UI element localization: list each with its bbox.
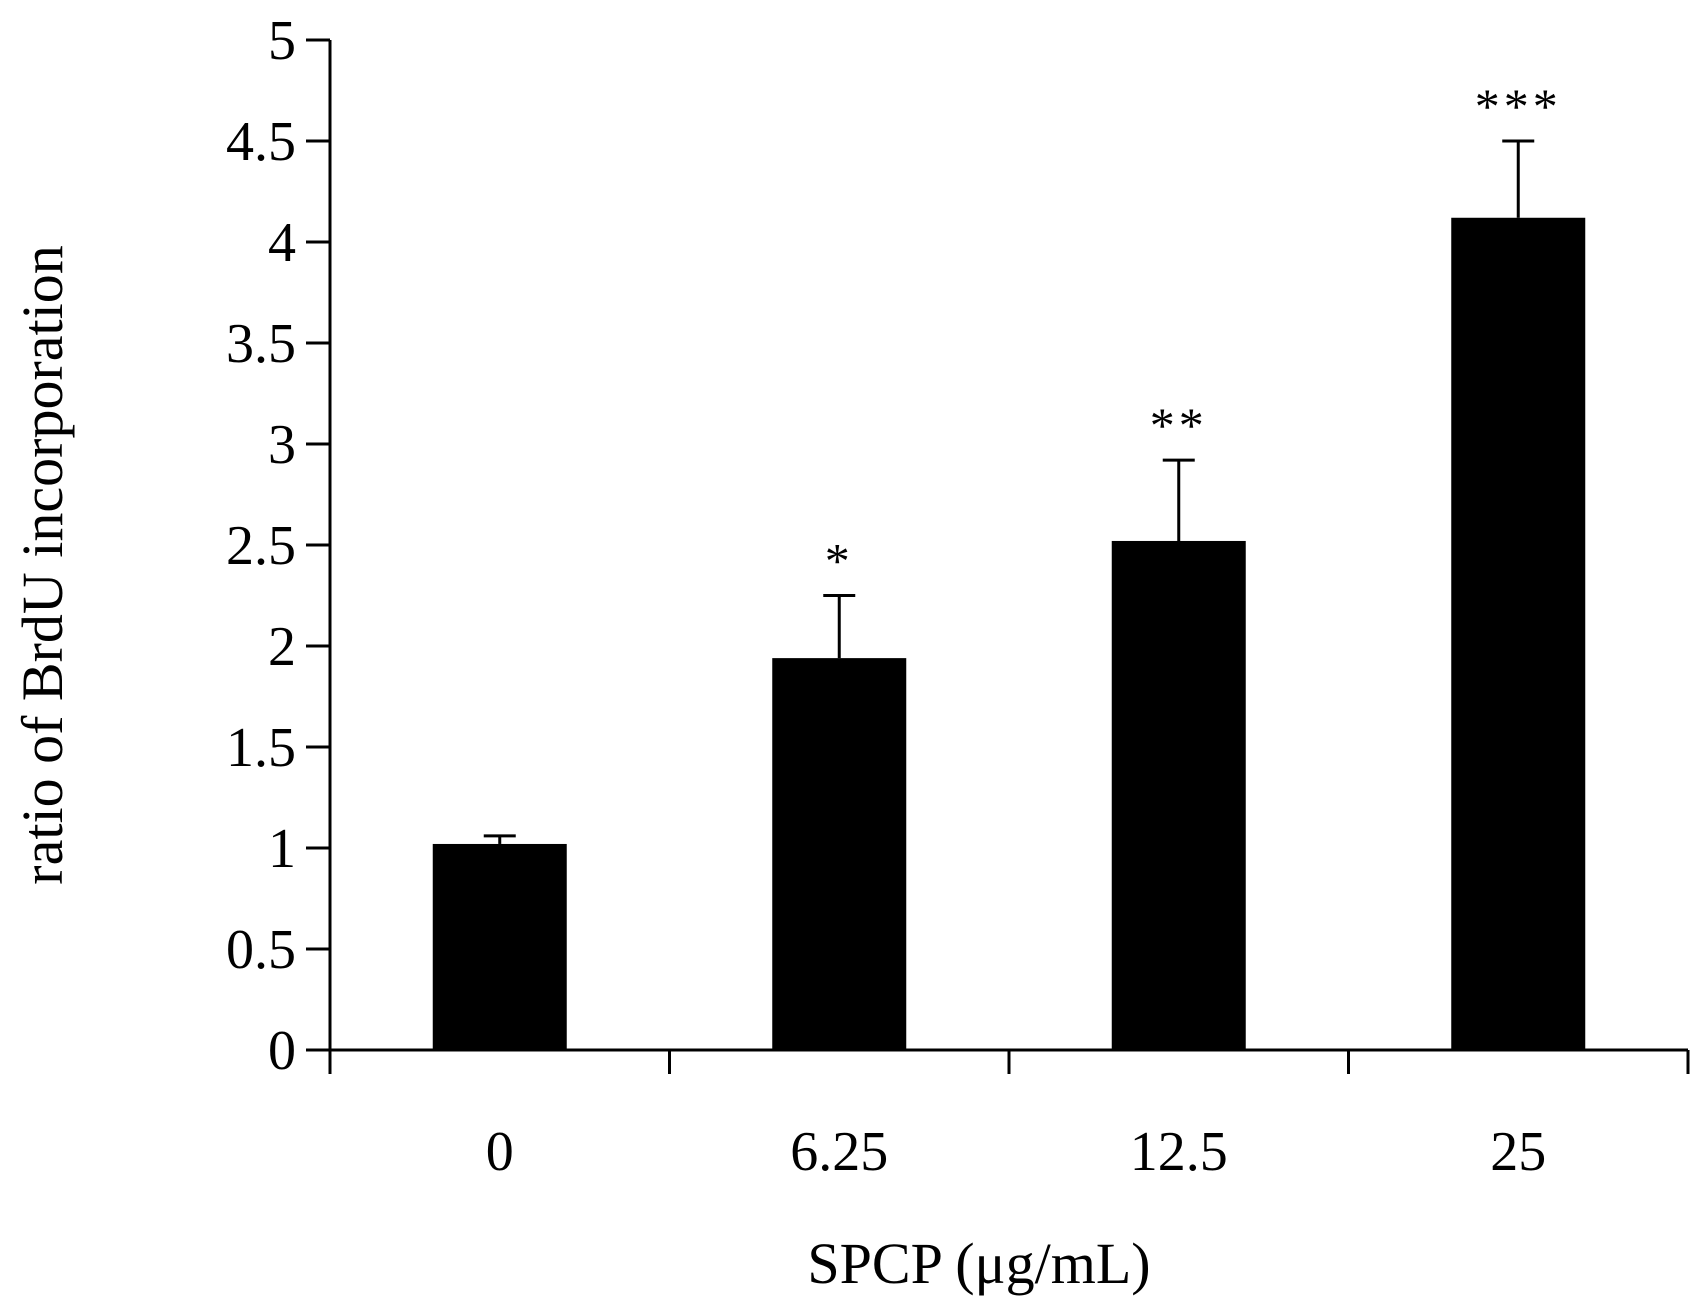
x-axis-ticks: 0 6.25 12.5 25 — [328, 1050, 1690, 1183]
significance-markers: ****** — [825, 78, 1562, 589]
x-tick-label: 0 — [486, 1121, 514, 1183]
y-tick-label: 0.5 — [226, 919, 296, 981]
y-tick-label: 4.5 — [226, 111, 296, 173]
bar — [1451, 217, 1586, 1050]
y-tick-label: 1.5 — [226, 717, 296, 779]
x-tick-label: 12.5 — [1130, 1121, 1228, 1183]
bar — [1111, 540, 1246, 1050]
y-tick-label: 5 — [268, 10, 296, 72]
y-tick-label: 3.5 — [226, 313, 296, 375]
y-tick-label: 4 — [268, 212, 296, 274]
bar — [772, 658, 907, 1050]
y-axis-ticks: 0 0.5 1 1.5 2 2.5 3 3.5 4 4.5 5 — [226, 10, 330, 1082]
bars — [432, 217, 1586, 1050]
y-axis-title: ratio of BrdU incorporation — [10, 245, 75, 884]
y-tick-label: 3 — [268, 414, 296, 476]
y-tick-label: 1 — [268, 818, 296, 880]
significance-label: ** — [1150, 397, 1208, 453]
significance-label: *** — [1475, 78, 1562, 134]
x-axis-title: SPCP (μg/mL) — [807, 1231, 1150, 1296]
significance-label: * — [825, 533, 854, 589]
error-bars — [483, 139, 1535, 844]
y-tick-label: 2.5 — [226, 515, 296, 577]
axes — [306, 40, 1688, 1052]
x-tick-label: 25 — [1490, 1121, 1546, 1183]
y-tick-label: 0 — [268, 1020, 296, 1082]
bar — [432, 843, 567, 1050]
x-tick-label: 6.25 — [790, 1121, 888, 1183]
y-tick-label: 2 — [268, 616, 296, 678]
